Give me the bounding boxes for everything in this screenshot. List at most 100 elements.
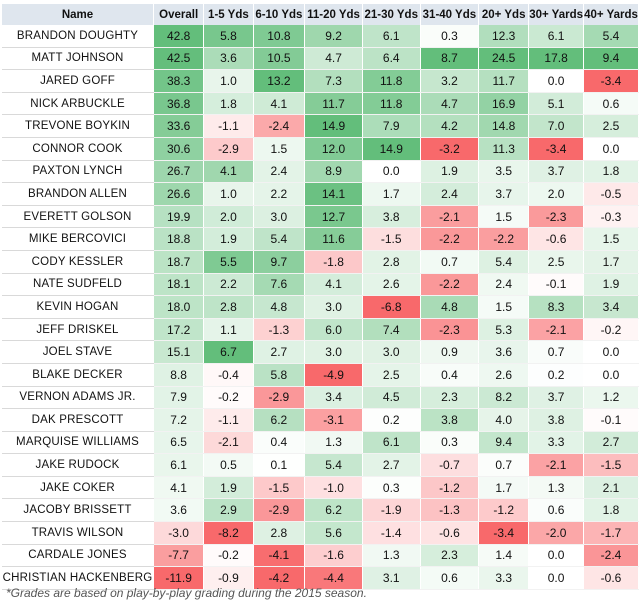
player-name: JAKE COKER: [2, 476, 155, 500]
grade-cell: -11.9: [153, 566, 205, 590]
grade-cell: 0.3: [420, 431, 480, 455]
grade-cell: 4.8: [253, 295, 306, 319]
grade-cell: -1.5: [583, 453, 639, 477]
grade-cell: 8.8: [153, 363, 205, 387]
grade-cell: 14.9: [362, 137, 421, 161]
table-row: BRANDON DOUGHTY 42.8 5.8 10.8 9.2 6.1 0.3 12.3 6…: [2, 25, 639, 48]
grade-cell: 8.9: [304, 160, 363, 184]
table-row: MATT JOHNSON 42.5 3.6 10.5 4.7 6.4 8.7 24.5 17.8…: [2, 47, 639, 71]
grade-cell: -2.4: [583, 544, 639, 568]
grade-cell: 0.4: [420, 363, 480, 387]
grade-cell: 2.4: [253, 160, 306, 184]
grade-cell: 26.7: [153, 160, 205, 184]
grade-cell: -0.9: [203, 566, 254, 590]
grade-cell: 2.5: [528, 250, 585, 274]
grade-cell: 2.1: [583, 476, 639, 500]
table-row: JEFF DRISKEL 17.2 1.1 -1.3 6.0 7.4 -2.3 5.3 -2.1…: [2, 318, 639, 342]
grade-cell: 5.8: [203, 25, 254, 48]
grade-cell: -2.9: [253, 386, 306, 410]
player-name: TREVONE BOYKIN: [2, 114, 155, 138]
grade-cell: 7.9: [362, 114, 421, 138]
grade-cell: 11.7: [304, 92, 363, 116]
grade-cell: 6.1: [362, 431, 421, 455]
grade-cell: 15.1: [153, 340, 205, 364]
grade-cell: 3.0: [253, 205, 306, 229]
grade-cell: 10.8: [253, 25, 306, 48]
table-row: TREVONE BOYKIN 33.6 -1.1 -2.4 14.9 7.9 4.2 14.8…: [2, 114, 639, 138]
grade-cell: 7.2: [153, 408, 205, 432]
grade-cell: 1.5: [253, 137, 306, 161]
grade-cell: 4.7: [420, 92, 480, 116]
grade-cell: 6.1: [362, 25, 421, 48]
grade-cell: 2.5: [583, 114, 639, 138]
player-name: CARDALE JONES: [2, 544, 155, 568]
grade-cell: 8.7: [420, 47, 480, 71]
grade-cell: 14.8: [478, 114, 530, 138]
grade-cell: 38.3: [153, 69, 205, 93]
grade-cell: -1.4: [362, 521, 421, 545]
table-body: BRANDON DOUGHTY 42.8 5.8 10.8 9.2 6.1 0.3 12.3 6…: [2, 25, 639, 590]
grade-cell: 24.5: [478, 47, 530, 71]
grade-cell: 42.8: [153, 25, 205, 48]
grade-cell: -2.1: [528, 453, 585, 477]
grade-cell: 6.5: [153, 431, 205, 455]
grade-cell: -2.2: [420, 227, 480, 251]
grade-cell: -1.1: [203, 114, 254, 138]
grade-cell: 9.2: [304, 25, 363, 48]
grade-cell: 3.8: [528, 408, 585, 432]
table-row: PAXTON LYNCH 26.7 4.1 2.4 8.9 0.0 1.9 3.5 3.7 1.8: [2, 160, 639, 184]
grade-cell: 10.5: [253, 47, 306, 71]
grade-cell: -6.8: [362, 295, 421, 319]
grade-cell: 5.3: [478, 318, 530, 342]
grade-cell: 6.2: [304, 498, 363, 523]
grade-cell: 2.7: [583, 431, 639, 455]
grade-cell: 12.3: [478, 25, 530, 48]
grade-cell: 0.0: [583, 340, 639, 364]
grade-cell: 1.4: [478, 544, 530, 568]
grade-cell: 12.0: [304, 137, 363, 161]
grade-cell: 7.6: [253, 273, 306, 297]
player-name: NICK ARBUCKLE: [2, 92, 155, 116]
grade-cell: -1.7: [583, 521, 639, 545]
grade-cell: 2.2: [203, 273, 254, 297]
player-name: KEVIN HOGAN: [2, 295, 155, 319]
grade-cell: 6.4: [362, 47, 421, 71]
grade-cell: 6.2: [253, 408, 306, 432]
grade-cell: -0.2: [203, 386, 254, 410]
grade-cell: 0.1: [253, 453, 306, 477]
grade-cell: 1.3: [528, 476, 585, 500]
column-header: 40+ Yards: [583, 4, 639, 25]
grade-cell: -0.3: [583, 205, 639, 229]
grade-cell: 1.8: [203, 92, 254, 116]
grade-cell: 0.9: [420, 340, 480, 364]
player-name: PAXTON LYNCH: [2, 160, 155, 184]
grade-cell: 0.6: [420, 566, 480, 590]
grade-cell: -0.7: [420, 453, 480, 477]
grade-cell: -1.5: [362, 227, 421, 251]
player-name: JEFF DRISKEL: [2, 318, 155, 342]
grade-cell: 0.6: [583, 92, 639, 116]
grade-cell: 5.5: [203, 250, 254, 274]
footnote: *Grades are based on play-by-play gradin…: [6, 586, 367, 600]
table-row: CODY KESSLER 18.7 5.5 9.7 -1.8 2.8 0.7 5.4 2.5 1.…: [2, 250, 639, 274]
grade-cell: 3.1: [362, 566, 421, 590]
grade-cell: 11.8: [362, 69, 421, 93]
grade-cell: 0.0: [528, 544, 585, 568]
grade-cell: -2.9: [253, 498, 306, 523]
grade-cell: 7.0: [528, 114, 585, 138]
grade-cell: 3.0: [304, 340, 363, 364]
grade-cell: -0.2: [203, 544, 254, 568]
grade-cell: -1.0: [304, 476, 363, 500]
grade-cell: 4.7: [304, 47, 363, 71]
grade-cell: 2.0: [528, 182, 585, 206]
grade-cell: 1.0: [203, 182, 254, 206]
grade-cell: 4.1: [203, 160, 254, 184]
player-name: BRANDON DOUGHTY: [2, 25, 155, 48]
grade-cell: 0.7: [478, 453, 530, 477]
grade-cell: -4.1: [253, 544, 306, 568]
grade-cell: 3.8: [362, 205, 421, 229]
table-row: BRANDON ALLEN 26.6 1.0 2.2 14.1 1.7 2.4 3.7 2.0-…: [2, 182, 639, 206]
grade-cell: 2.8: [362, 250, 421, 274]
grade-cell: -3.4: [478, 521, 530, 545]
player-name: VERNON ADAMS JR.: [2, 386, 155, 410]
